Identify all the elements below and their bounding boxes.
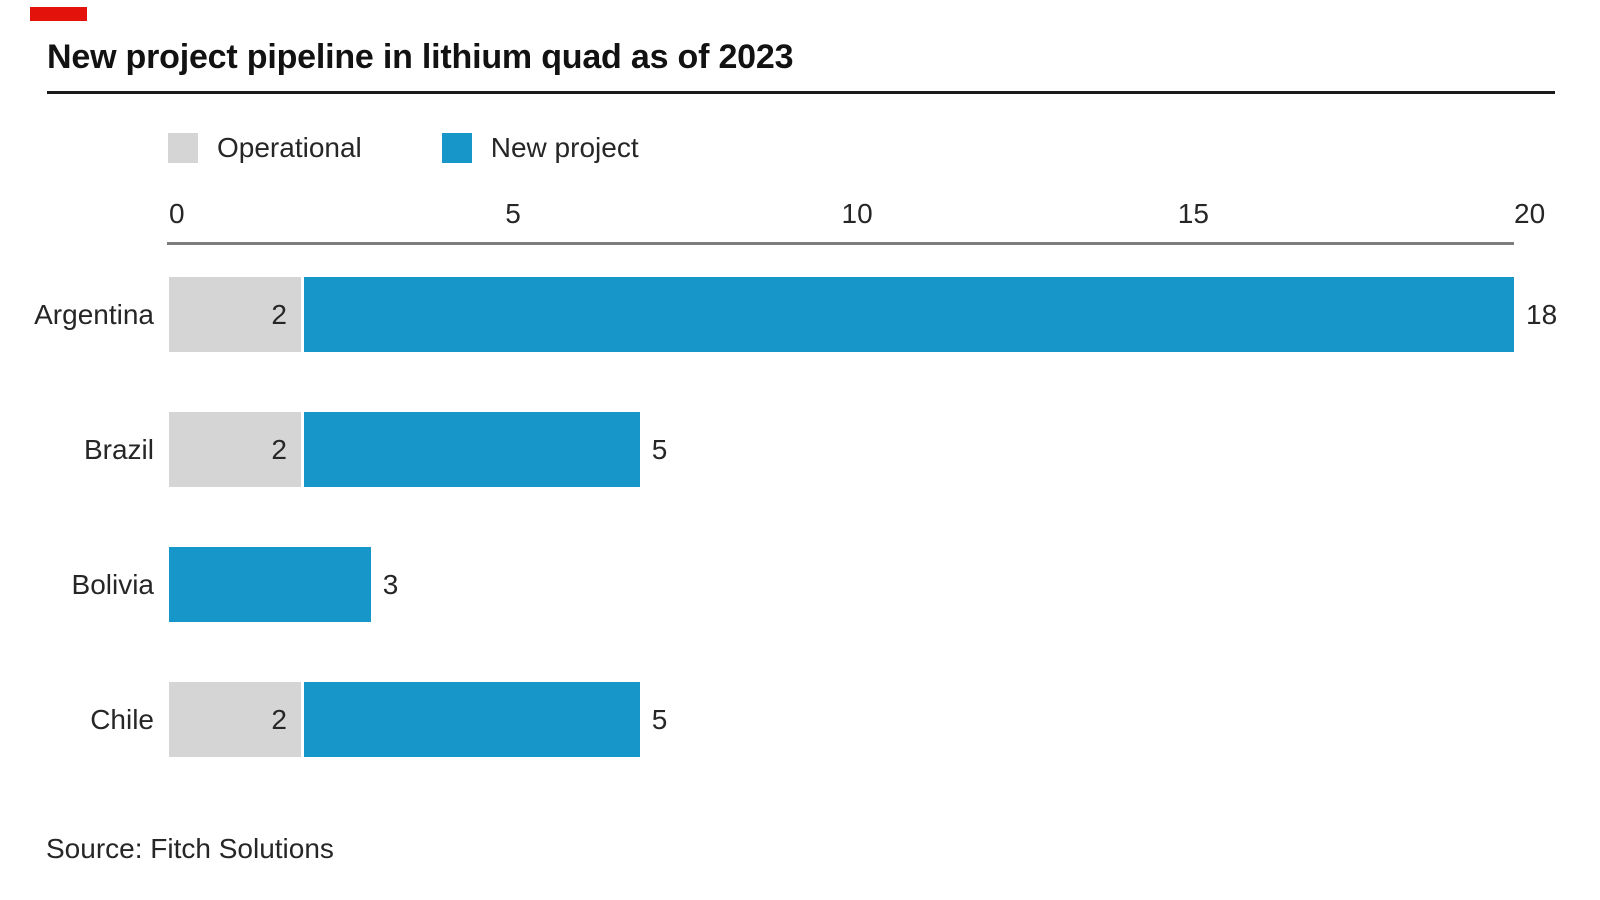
bar-segment-operational: 2 <box>169 277 301 352</box>
x-tick-label: 5 <box>505 198 521 229</box>
bar-value-label: 5 <box>651 703 668 735</box>
source-note: Source: Fitch Solutions <box>46 833 334 864</box>
bar-segment-new-project <box>169 547 371 622</box>
legend-label: Operational <box>217 132 362 163</box>
bar-value-label: 5 <box>651 433 668 465</box>
category-label-chile: Chile <box>90 703 154 735</box>
bar-segment-new-project <box>303 277 1514 352</box>
brand-red-tab <box>30 7 87 21</box>
x-axis-line <box>167 242 1514 245</box>
title-rule <box>47 91 1555 94</box>
bar-value-label: 18 <box>1526 298 1558 330</box>
x-tick-label: 0 <box>169 198 185 229</box>
legend-item-new-project: New project <box>441 132 639 163</box>
legend: Operational New project <box>168 133 639 163</box>
category-label-brazil: Brazil <box>83 433 154 465</box>
bar-segment-new-project <box>303 682 640 757</box>
chart-title: New project pipeline in lithium quad as … <box>47 38 794 76</box>
bar-segment-operational: 2 <box>169 682 301 757</box>
legend-swatch-icon <box>168 133 198 163</box>
bar-segment-new-project <box>303 412 640 487</box>
bar-value-label: 3 <box>382 568 399 600</box>
x-tick-label: 15 <box>1177 198 1209 229</box>
category-label-argentina: Argentina <box>34 298 154 330</box>
legend-label: New project <box>490 132 639 163</box>
x-tick-label: 10 <box>841 198 873 229</box>
x-tick-label: 20 <box>1514 198 1546 229</box>
bar-segment-operational: 2 <box>169 412 301 487</box>
legend-swatch-icon <box>441 133 472 163</box>
legend-item-operational: Operational <box>168 133 362 163</box>
category-label-bolivia: Bolivia <box>71 568 154 600</box>
